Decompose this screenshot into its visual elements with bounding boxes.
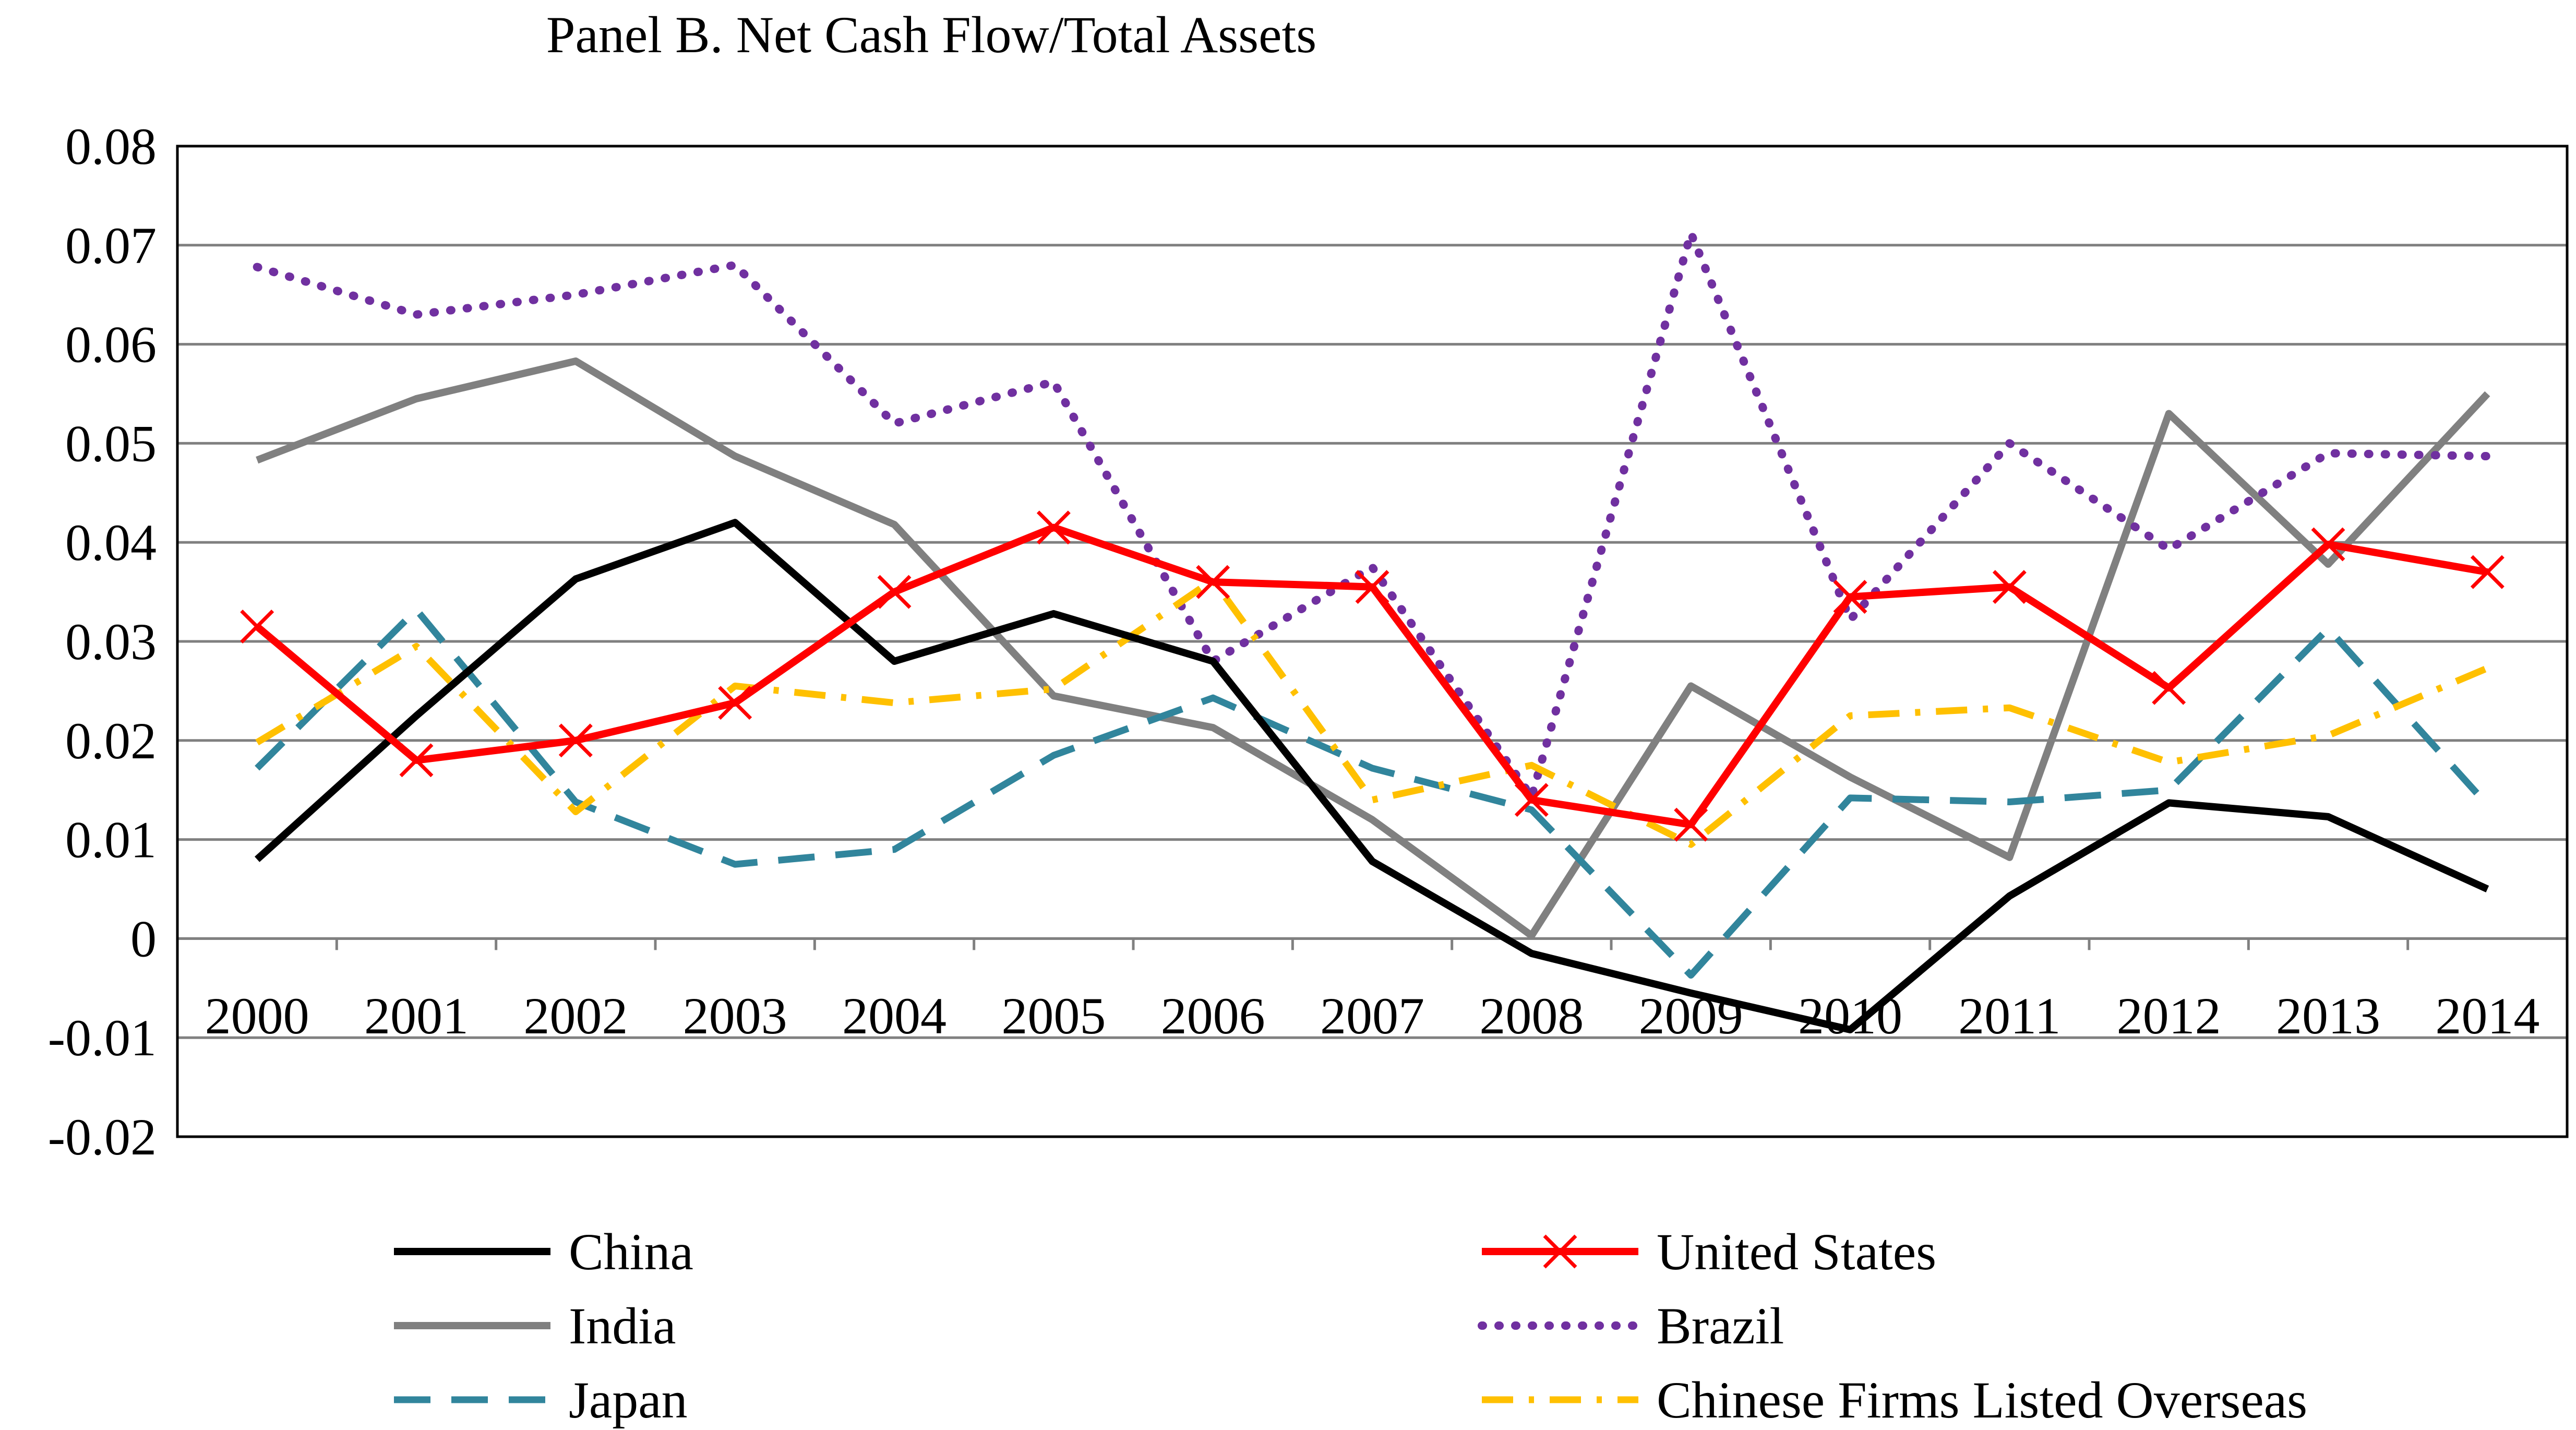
data-point-marker — [1196, 565, 1230, 599]
legend-item: United States — [1482, 1223, 1936, 1281]
series-india — [256, 357, 2490, 939]
y-tick-label: 0.03 — [65, 613, 157, 671]
grid-lines — [177, 244, 2567, 1039]
legend-label: China — [569, 1223, 693, 1281]
series-line — [256, 357, 2490, 939]
data-point-marker — [1833, 580, 1867, 614]
series-china — [255, 519, 2489, 1033]
data-point-marker — [877, 575, 912, 609]
y-axis-ticks: 0.08 0.07 0.06 0.05 0.04 0.03 0.02 0.01 0 -0.01 -0… — [48, 117, 157, 1166]
data-point-marker — [1036, 510, 1071, 545]
legend-label: United States — [1657, 1223, 1936, 1281]
x-tick-label: 2002 — [523, 987, 628, 1045]
y-tick-label: 0.01 — [65, 811, 157, 869]
legend-label: India — [569, 1297, 676, 1355]
x-axis — [177, 937, 2567, 950]
x-tick-label: 2007 — [1320, 987, 1424, 1045]
x-tick-label: 2012 — [2117, 987, 2221, 1045]
series-line — [255, 519, 2489, 1033]
data-point-marker — [2470, 555, 2505, 589]
data-point-marker — [558, 723, 593, 758]
x-tick-label: 2005 — [1001, 987, 1106, 1045]
y-tick-label: 0.02 — [65, 712, 157, 770]
legend-label: Japan — [569, 1371, 688, 1429]
legend-label: Brazil — [1657, 1297, 1784, 1355]
y-tick-label: 0.04 — [65, 514, 157, 571]
legend-item: India — [394, 1297, 676, 1355]
y-tick-label: 0.05 — [65, 414, 157, 472]
data-point-marker — [399, 743, 434, 778]
x-tick-label: 2006 — [1161, 987, 1265, 1045]
x-tick-label: 2011 — [1958, 987, 2060, 1045]
x-tick-label: 2009 — [1639, 987, 1743, 1045]
data-point-marker — [2152, 671, 2186, 705]
x-tick-label: 2008 — [1479, 987, 1584, 1045]
x-tick-label: 2010 — [1798, 987, 1902, 1045]
series-line — [255, 606, 2490, 979]
x-tick-label: 2014 — [2435, 987, 2539, 1045]
legend-item: Brazil — [1478, 1297, 1784, 1355]
series-united-states — [240, 510, 2505, 842]
y-tick-label: 0.06 — [65, 316, 157, 374]
x-tick-label: 2013 — [2276, 987, 2380, 1045]
series-line — [253, 229, 2492, 801]
y-tick-label: 0 — [130, 910, 157, 968]
series-brazil — [253, 229, 2492, 801]
y-tick-label: 0.08 — [65, 117, 157, 175]
y-tick-label: -0.02 — [48, 1108, 157, 1166]
legend-marker — [1543, 1234, 1577, 1269]
data-point-marker — [1674, 807, 1708, 842]
data-point-marker — [718, 686, 752, 720]
series-japan — [255, 606, 2490, 979]
legend-label: Chinese Firms Listed Overseas — [1657, 1371, 2307, 1429]
legend-item: Chinese Firms Listed Overseas — [1482, 1371, 2307, 1429]
x-tick-label: 2004 — [842, 987, 946, 1045]
data-point-marker — [1355, 570, 1389, 604]
series-chinese-firms-listed-overseas — [255, 576, 2489, 848]
plot-area-frame — [176, 145, 2569, 1138]
data-point-marker — [1514, 783, 1549, 817]
data-point-marker — [1992, 570, 2027, 604]
legend-item: China — [394, 1223, 693, 1281]
chart-title: Panel B. Net Cash Flow/Total Assets — [546, 6, 1316, 64]
legend-item: Japan — [394, 1371, 688, 1429]
y-tick-label: 0.07 — [65, 217, 157, 275]
x-axis-labels: 2000 2001 2002 2003 2004 2005 2006 2007 2008 2009… — [205, 987, 2540, 1045]
series-line — [255, 576, 2489, 848]
series-lines — [240, 229, 2505, 1033]
x-tick-label: 2001 — [364, 987, 469, 1045]
x-tick-label: 2003 — [683, 987, 787, 1045]
y-tick-label: -0.01 — [48, 1009, 157, 1067]
data-point-marker — [240, 610, 274, 644]
legend: China United States India Brazil Japan Chines… — [394, 1223, 2307, 1429]
data-point-marker — [2311, 527, 2345, 562]
x-tick-label: 2000 — [205, 987, 309, 1045]
